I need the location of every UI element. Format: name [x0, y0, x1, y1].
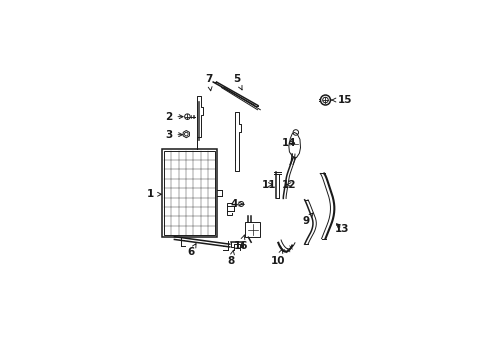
Bar	[162, 149, 217, 237]
Text: 9: 9	[302, 213, 312, 226]
Polygon shape	[183, 131, 189, 138]
Text: 8: 8	[227, 250, 234, 266]
FancyBboxPatch shape	[226, 203, 232, 215]
Text: 4: 4	[230, 199, 243, 209]
Text: 11: 11	[261, 180, 275, 190]
Text: 1: 1	[147, 189, 161, 199]
Text: 12: 12	[282, 180, 296, 190]
Text: 7: 7	[205, 74, 212, 91]
Text: 15: 15	[331, 95, 351, 105]
Text: 14: 14	[282, 138, 296, 148]
Text: 13: 13	[334, 224, 348, 234]
Bar	[164, 151, 215, 235]
Text: 5: 5	[233, 74, 242, 90]
Polygon shape	[288, 132, 300, 157]
Text: 3: 3	[165, 130, 182, 140]
Bar	[244, 222, 260, 237]
Text: 6: 6	[187, 244, 196, 257]
Text: 2: 2	[165, 112, 183, 122]
Text: 16: 16	[233, 235, 247, 251]
Bar	[228, 205, 233, 212]
Text: 10: 10	[270, 249, 285, 266]
